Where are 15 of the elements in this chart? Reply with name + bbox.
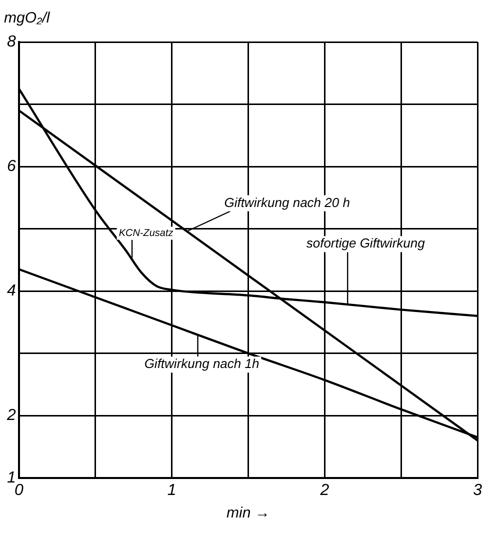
annotation: Giftwirkung nach 1h bbox=[144, 356, 260, 372]
x-axis-title: min → bbox=[226, 504, 270, 522]
y-tick-label: 6 bbox=[6, 158, 16, 175]
y-tick-label: 2 bbox=[6, 406, 16, 424]
x-tick-label: 1 bbox=[167, 482, 176, 499]
x-tick-label: 0 bbox=[14, 482, 24, 499]
y-tick-label: 4 bbox=[6, 282, 16, 300]
y-axis-title: mgO₂/l bbox=[4, 10, 50, 27]
annotation: Giftwirkung nach 20 h bbox=[224, 194, 350, 210]
y-tick-label: 1 bbox=[6, 469, 16, 486]
y-tick-label: 8 bbox=[6, 33, 16, 50]
x-tick-label: 2 bbox=[319, 482, 330, 499]
x-tick-label: 3 bbox=[473, 482, 482, 499]
annotation: sofortige Giftwirkung bbox=[306, 236, 426, 251]
annotation: KCN-Zusatz bbox=[118, 228, 174, 240]
